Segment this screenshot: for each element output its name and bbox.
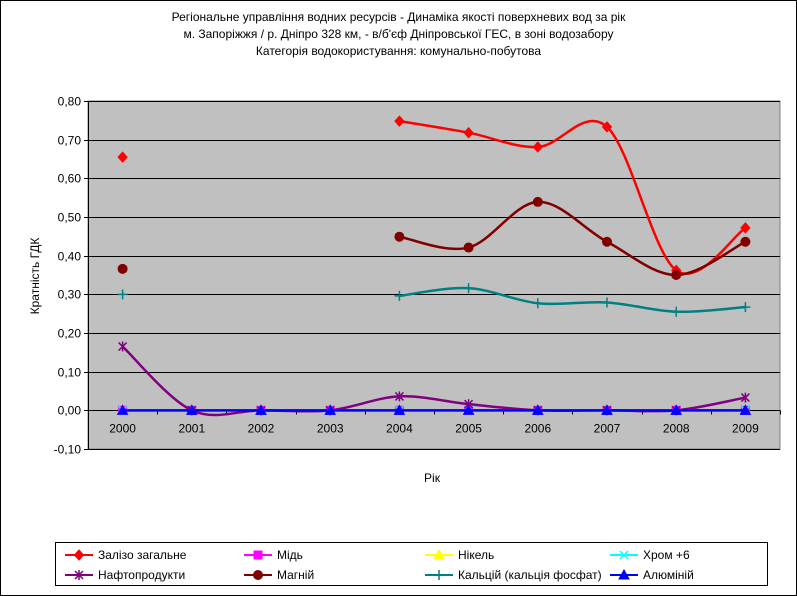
x-tick-label: 2001 bbox=[178, 422, 205, 436]
data-point bbox=[671, 306, 682, 317]
legend-item: Алюміній bbox=[609, 566, 694, 584]
legend-label: Залізо загальне bbox=[98, 548, 187, 562]
y-tick-label: 0,80 bbox=[58, 95, 82, 109]
series-group bbox=[116, 115, 752, 417]
legend-swatch bbox=[65, 570, 93, 580]
data-point bbox=[116, 404, 129, 415]
legend-label: Мідь bbox=[277, 548, 303, 562]
y-tick-label: 0,60 bbox=[58, 172, 82, 186]
y-tick-label: 0,70 bbox=[58, 134, 82, 148]
chart-title-line-1: Регіональне управління водних ресурсів -… bbox=[171, 10, 626, 24]
legend-swatch bbox=[244, 570, 272, 580]
legend-marker bbox=[433, 549, 445, 560]
y-tick-label: 0,40 bbox=[58, 250, 82, 264]
data-point bbox=[601, 404, 613, 415]
legend-marker bbox=[434, 570, 444, 580]
plot-background bbox=[87, 100, 781, 450]
legend: Залізо загальне Мідь Нікель Хром +6 Нафтопро… bbox=[55, 542, 768, 586]
y-tick-label: 0,00 bbox=[58, 404, 82, 418]
data-point bbox=[602, 297, 612, 308]
legend-item: Залізо загальне bbox=[64, 546, 186, 564]
data-point bbox=[255, 404, 267, 415]
legend-label: Хром +6 bbox=[643, 548, 690, 562]
data-point bbox=[532, 196, 543, 207]
data-point bbox=[740, 302, 751, 313]
x-tick-label: 2002 bbox=[248, 422, 275, 436]
line-chart: -0,10 0,00 0,10 0,20 0,30 0,40 0,50 0,60 0,70 0,8… bbox=[28, 95, 781, 485]
series-line bbox=[399, 286, 746, 314]
y-tick-label: 0,20 bbox=[58, 327, 82, 341]
data-point bbox=[324, 404, 337, 415]
data-point bbox=[670, 404, 683, 415]
legend-marker bbox=[619, 550, 629, 560]
data-point bbox=[118, 341, 128, 352]
legend-item: Магній bbox=[243, 566, 314, 584]
legend-swatch bbox=[244, 550, 272, 560]
data-point bbox=[394, 231, 405, 242]
series-8 bbox=[116, 404, 752, 415]
x-tick-label: 2008 bbox=[663, 422, 690, 436]
legend-label: Нікель bbox=[458, 548, 495, 562]
data-point bbox=[463, 242, 474, 253]
y-axis: -0,10 0,00 0,10 0,20 0,30 0,40 0,50 0,60 0,70 0,8… bbox=[54, 95, 89, 457]
legend-item: Нікель bbox=[424, 546, 494, 564]
x-tick-label: 2003 bbox=[317, 422, 344, 436]
data-point bbox=[602, 236, 612, 247]
y-tick-label: 0,10 bbox=[58, 366, 82, 380]
data-point bbox=[394, 290, 405, 301]
legend-item: Мідь bbox=[243, 546, 303, 564]
data-point bbox=[601, 121, 613, 133]
x-tick-label: 2006 bbox=[524, 422, 551, 436]
data-point bbox=[739, 404, 752, 415]
data-point bbox=[394, 391, 404, 402]
y-tick-label: -0,10 bbox=[54, 443, 82, 457]
data-point bbox=[463, 126, 474, 139]
legend-swatch bbox=[425, 549, 453, 560]
legend-marker bbox=[253, 570, 263, 580]
data-point bbox=[740, 222, 751, 234]
x-tick-label: 2005 bbox=[455, 422, 482, 436]
legend-item: Кальцій (кальція фосфат) bbox=[424, 566, 602, 584]
chart-title-line-2: м. Запоріжжя / р. Дніпро 328 км, - в/б'є… bbox=[183, 27, 614, 41]
series-7 bbox=[117, 283, 751, 317]
data-point bbox=[531, 404, 544, 415]
legend-label: Нафтопродукти bbox=[98, 568, 186, 582]
data-point bbox=[117, 151, 128, 163]
legend-swatch bbox=[425, 570, 453, 580]
x-tick-label: 2007 bbox=[594, 422, 621, 436]
x-tick-label: 2000 bbox=[109, 422, 136, 436]
data-point bbox=[117, 263, 128, 274]
data-point bbox=[740, 236, 751, 247]
data-point bbox=[671, 270, 682, 280]
legend-swatch bbox=[610, 550, 638, 560]
y-tick-label: 0,30 bbox=[58, 288, 82, 302]
data-point bbox=[532, 141, 543, 153]
legend-label: Магній bbox=[277, 568, 315, 582]
x-tick-label: 2009 bbox=[732, 422, 759, 436]
chart-title-line-3: Категорія водокористування: комунально-п… bbox=[255, 44, 542, 58]
data-point bbox=[740, 392, 750, 403]
x-axis-label: Рік bbox=[424, 471, 441, 485]
legend-swatch bbox=[610, 569, 638, 580]
legend-marker bbox=[253, 550, 263, 560]
legend-item: Нафтопродукти bbox=[64, 566, 185, 584]
legend-label: Кальцій (кальція фосфат) bbox=[458, 568, 602, 582]
legend-marker bbox=[618, 569, 630, 580]
data-point bbox=[462, 404, 475, 415]
y-axis-label: Кратність ГДК bbox=[28, 238, 42, 315]
series-6 bbox=[117, 196, 751, 280]
y-tick-label: 0,50 bbox=[58, 211, 82, 225]
legend-marker bbox=[73, 549, 85, 561]
x-tick-label: 2004 bbox=[386, 422, 413, 436]
legend-item: Хром +6 bbox=[609, 546, 690, 564]
legend-label: Алюміній bbox=[643, 568, 694, 582]
data-point bbox=[463, 283, 474, 294]
data-point bbox=[393, 404, 406, 415]
legend-swatch bbox=[65, 549, 93, 561]
data-point bbox=[117, 289, 128, 300]
data-point bbox=[185, 404, 198, 415]
legend-marker bbox=[74, 570, 84, 580]
data-point bbox=[532, 298, 543, 309]
data-point bbox=[394, 115, 405, 127]
